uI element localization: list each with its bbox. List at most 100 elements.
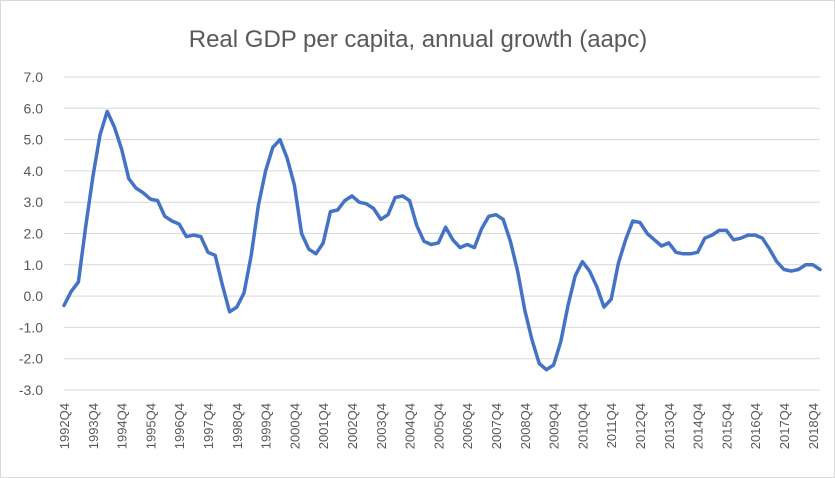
- data-point: [472, 246, 476, 250]
- data-point: [69, 289, 73, 293]
- data-point: [91, 175, 95, 179]
- data-point: [148, 197, 152, 201]
- x-tick-label: 2002Q4: [345, 403, 360, 449]
- data-point: [213, 253, 217, 257]
- y-tick-label: 7.0: [24, 69, 44, 85]
- data-point: [631, 219, 635, 223]
- x-tick-label: 2013Q4: [662, 403, 677, 449]
- data-point: [300, 232, 304, 236]
- x-tick-label: 1998Q4: [230, 403, 245, 449]
- data-point: [501, 217, 505, 221]
- data-point: [134, 186, 138, 190]
- x-tick-label: 2009Q4: [547, 403, 562, 449]
- x-tick-label: 2015Q4: [719, 403, 734, 449]
- data-point: [724, 228, 728, 232]
- data-point: [192, 233, 196, 237]
- data-point: [328, 210, 332, 214]
- x-tick-label: 1992Q4: [57, 403, 72, 449]
- data-point: [256, 203, 260, 207]
- x-tick-label: 2000Q4: [287, 403, 302, 449]
- data-point: [494, 213, 498, 217]
- data-point: [393, 196, 397, 200]
- data-point: [249, 253, 253, 257]
- x-tick-label: 2017Q4: [777, 403, 792, 449]
- data-point: [804, 263, 808, 267]
- y-axis-ticks: 7.0 6.0 5.0 4.0 3.0 2.0 1.0 0.0 -1.0 -2.0 -3.0: [19, 69, 43, 398]
- data-point: [84, 225, 88, 229]
- x-axis-ticks: 1992Q4 1993Q4 1994Q4 1995Q4 1996Q4 1997Q4 1998…: [57, 403, 821, 449]
- data-point: [537, 361, 541, 365]
- y-tick-label: -1.0: [19, 319, 43, 335]
- data-point: [465, 243, 469, 247]
- data-point: [487, 214, 491, 218]
- data-point: [98, 133, 102, 137]
- data-point: [76, 280, 80, 284]
- data-point: [768, 247, 772, 251]
- data-point: [559, 340, 563, 344]
- x-tick-label: 2006Q4: [460, 403, 475, 449]
- data-point: [163, 214, 167, 218]
- data-point: [444, 225, 448, 229]
- data-point: [746, 233, 750, 237]
- data-point: [602, 305, 606, 309]
- data-point: [127, 177, 131, 181]
- data-point: [235, 305, 239, 309]
- data-point: [775, 260, 779, 264]
- data-point: [717, 228, 721, 232]
- y-tick-label: 3.0: [24, 194, 44, 210]
- data-point: [177, 222, 181, 226]
- data-point: [530, 338, 534, 342]
- data-point: [436, 241, 440, 245]
- x-tick-label: 1995Q4: [143, 403, 158, 449]
- data-point: [379, 217, 383, 221]
- data-point: [818, 268, 822, 272]
- series-layer: [62, 109, 822, 372]
- data-point: [588, 269, 592, 273]
- data-point: [343, 199, 347, 203]
- data-point: [638, 221, 642, 225]
- data-point: [314, 252, 318, 256]
- x-tick-label: 2014Q4: [691, 403, 706, 449]
- data-point: [141, 191, 145, 195]
- data-point: [112, 125, 116, 129]
- data-point: [350, 194, 354, 198]
- data-point: [681, 252, 685, 256]
- data-point: [458, 246, 462, 250]
- data-point: [105, 109, 109, 113]
- data-point: [357, 200, 361, 204]
- y-tick-label: 0.0: [24, 288, 44, 304]
- data-point: [624, 238, 628, 242]
- y-tick-label: -2.0: [19, 351, 43, 367]
- y-tick-label: 5.0: [24, 132, 44, 148]
- data-point: [595, 285, 599, 289]
- x-tick-label: 2008Q4: [518, 403, 533, 449]
- x-tick-label: 2003Q4: [374, 403, 389, 449]
- y-tick-label: 1.0: [24, 257, 44, 273]
- data-point: [516, 269, 520, 273]
- data-point: [480, 227, 484, 231]
- data-point: [789, 269, 793, 273]
- data-point: [364, 202, 368, 206]
- data-point: [386, 213, 390, 217]
- data-point: [206, 250, 210, 254]
- y-tick-label: 2.0: [24, 226, 44, 242]
- data-point: [429, 243, 433, 247]
- x-tick-label: 1999Q4: [259, 403, 274, 449]
- data-point: [422, 239, 426, 243]
- data-point: [400, 194, 404, 198]
- data-point: [616, 261, 620, 265]
- data-point: [703, 236, 707, 240]
- data-point: [271, 145, 275, 149]
- data-point: [710, 233, 714, 237]
- x-tick-label: 2010Q4: [575, 403, 590, 449]
- data-point: [732, 238, 736, 242]
- data-point: [580, 260, 584, 264]
- series-line-gdp-growth: [62, 109, 822, 372]
- data-point: [508, 239, 512, 243]
- y-tick-label: 6.0: [24, 100, 44, 116]
- data-point: [372, 207, 376, 211]
- data-point: [566, 304, 570, 308]
- data-point: [609, 297, 613, 301]
